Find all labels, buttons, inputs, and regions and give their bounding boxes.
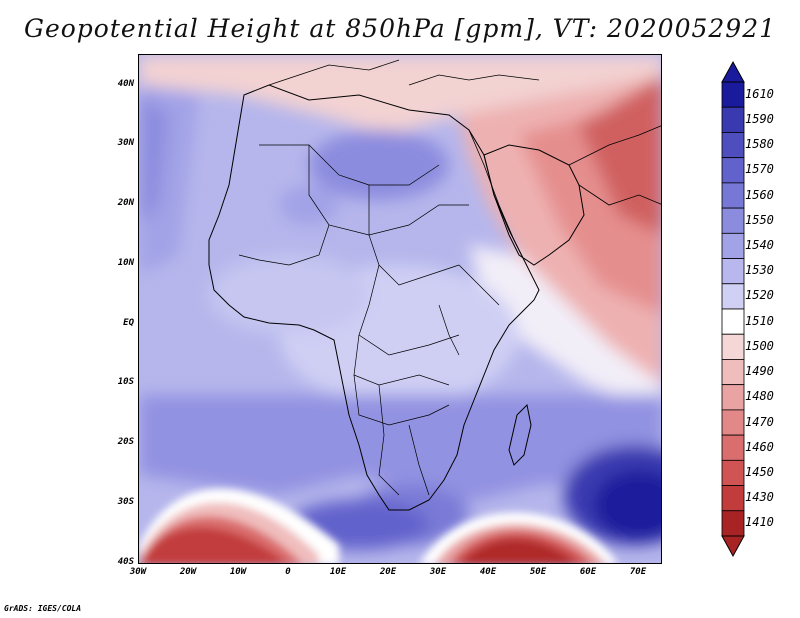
colorbar-label: 1460 [745, 439, 774, 454]
colorbar-label: 1520 [745, 288, 774, 303]
colorbar-label: 1450 [745, 464, 774, 479]
colorbar-label: 1610 [745, 86, 774, 101]
colorbar-label: 1410 [745, 515, 774, 530]
lon-label-60e: 60E [579, 567, 597, 577]
map-title: Geopotential Height at 850hPa [gpm], VT:… [23, 14, 777, 43]
geopotential-field [139, 55, 661, 563]
colorbar-label: 1510 [745, 313, 774, 328]
colorbar-swatch [721, 333, 745, 360]
colorbar-label: 1530 [745, 263, 774, 278]
colorbar [721, 60, 745, 558]
colorbar-swatch [721, 485, 745, 512]
colorbar-swatch [721, 207, 745, 234]
lon-label-30w: 30W [129, 567, 147, 577]
colorbar-swatch [721, 359, 745, 386]
lon-label-0: 0 [285, 567, 291, 577]
colorbar-label: 1470 [745, 414, 774, 429]
colorbar-swatch [721, 81, 745, 108]
lat-label-eq: EQ [123, 318, 134, 328]
lon-label-20e: 20E [379, 567, 397, 577]
colorbar-top-arrow [721, 60, 745, 83]
lon-label-40e: 40E [479, 567, 497, 577]
lon-label-50e: 50E [529, 567, 547, 577]
lat-label-30s: 30S [117, 497, 134, 507]
colorbar-swatch [721, 258, 745, 285]
colorbar-swatch [721, 132, 745, 159]
colorbar-swatch [721, 308, 745, 335]
lat-label-30n: 30N [117, 138, 134, 148]
lon-label-20w: 20W [179, 567, 197, 577]
lat-label-20n: 20N [117, 198, 134, 208]
colorbar-label: 1560 [745, 187, 774, 202]
lon-label-10e: 10E [329, 567, 347, 577]
colorbar-label: 1480 [745, 389, 774, 404]
colorbar-swatch [721, 510, 745, 537]
lat-label-10n: 10N [117, 258, 134, 268]
lon-label-10w: 10W [229, 567, 247, 577]
colorbar-swatch [721, 157, 745, 184]
lon-label-30e: 30E [429, 567, 447, 577]
colorbar-swatch [721, 232, 745, 259]
lat-label-10s: 10S [117, 377, 134, 387]
colorbar-label: 1490 [745, 364, 774, 379]
colorbar-label: 1580 [745, 137, 774, 152]
colorbar-swatch [721, 182, 745, 209]
coastlines [208, 59, 661, 511]
lat-label-40n: 40N [117, 79, 134, 89]
colorbar-swatch [721, 283, 745, 310]
colorbar-label: 1430 [745, 490, 774, 505]
colorbar-label: 1550 [745, 212, 774, 227]
colorbar-label: 1540 [745, 237, 774, 252]
colorbar-swatch [721, 409, 745, 436]
lon-label-70e: 70E [629, 567, 647, 577]
colorbar-bottom-arrow [721, 535, 745, 558]
colorbar-label: 1590 [745, 111, 774, 126]
lat-label-20s: 20S [117, 437, 134, 447]
colorbar-swatch [721, 459, 745, 486]
colorbar-label: 1570 [745, 162, 774, 177]
colorbar-swatch [721, 106, 745, 133]
colorbar-swatch [721, 384, 745, 411]
colorbar-swatch [721, 434, 745, 461]
grads-credit: GrADS: IGES/COLA [4, 604, 82, 613]
lat-label-40s: 40S [117, 557, 134, 567]
map-plot-area[interactable] [138, 54, 662, 564]
colorbar-label: 1500 [745, 338, 774, 353]
